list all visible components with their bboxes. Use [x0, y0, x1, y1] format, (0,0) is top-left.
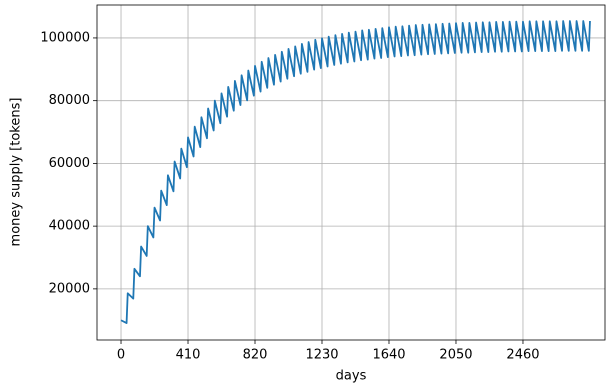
y-axis-label: money supply [tokens]: [9, 98, 24, 247]
x-tick-label: 2460: [506, 348, 539, 363]
y-tick-label: 100000: [40, 30, 90, 45]
x-tick-label: 1230: [305, 348, 338, 363]
x-tick-label: 0: [117, 348, 125, 363]
x-tick-label: 820: [243, 348, 268, 363]
y-tick-label: 20000: [49, 281, 90, 296]
data-line: [120, 20, 591, 324]
x-axis-label: days: [336, 369, 367, 384]
x-tick-label: 2050: [439, 348, 472, 363]
plot: [120, 20, 591, 324]
x-tick-label: 1640: [372, 348, 405, 363]
axes-frame: [96, 4, 606, 341]
y-tick-label: 80000: [49, 93, 90, 108]
y-tick-label: 40000: [49, 219, 90, 234]
y-tick-label: 60000: [49, 156, 90, 171]
grid: [97, 5, 605, 340]
x-tick-label: 410: [176, 348, 201, 363]
